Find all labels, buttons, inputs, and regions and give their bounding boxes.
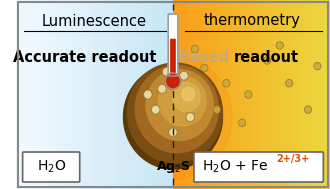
Text: Biased: Biased: [175, 50, 230, 64]
Circle shape: [245, 91, 252, 98]
Circle shape: [151, 105, 160, 114]
Text: 2+/3+: 2+/3+: [276, 154, 310, 164]
Circle shape: [314, 62, 321, 70]
Polygon shape: [173, 87, 202, 147]
Text: H$_2$O: H$_2$O: [37, 159, 66, 175]
Text: thermometry: thermometry: [204, 13, 300, 29]
Circle shape: [127, 63, 222, 163]
FancyBboxPatch shape: [194, 152, 323, 182]
Circle shape: [180, 71, 188, 80]
Circle shape: [223, 79, 230, 87]
Circle shape: [191, 45, 199, 53]
Circle shape: [162, 67, 171, 76]
Circle shape: [264, 57, 271, 64]
Circle shape: [173, 82, 200, 112]
Text: Luminescence: Luminescence: [42, 13, 147, 29]
Circle shape: [158, 84, 166, 93]
Circle shape: [159, 76, 206, 126]
Circle shape: [146, 70, 213, 140]
Circle shape: [182, 87, 195, 101]
Circle shape: [169, 128, 177, 137]
Circle shape: [304, 106, 312, 113]
Circle shape: [165, 73, 181, 89]
FancyBboxPatch shape: [170, 39, 176, 74]
Text: Accurate readout: Accurate readout: [13, 50, 156, 64]
Text: readout: readout: [234, 50, 299, 64]
Polygon shape: [173, 67, 220, 167]
Polygon shape: [173, 77, 211, 157]
FancyBboxPatch shape: [168, 14, 178, 76]
Circle shape: [135, 65, 218, 153]
Circle shape: [144, 90, 152, 99]
Circle shape: [201, 64, 208, 72]
Circle shape: [213, 106, 220, 113]
Circle shape: [276, 42, 283, 49]
Text: Ag$_2$S: Ag$_2$S: [156, 159, 190, 175]
FancyBboxPatch shape: [23, 152, 80, 182]
Circle shape: [123, 65, 222, 169]
Circle shape: [186, 113, 194, 122]
Circle shape: [239, 119, 246, 127]
Circle shape: [285, 79, 293, 87]
Text: H$_2$O + Fe: H$_2$O + Fe: [202, 159, 268, 175]
Polygon shape: [173, 55, 232, 179]
